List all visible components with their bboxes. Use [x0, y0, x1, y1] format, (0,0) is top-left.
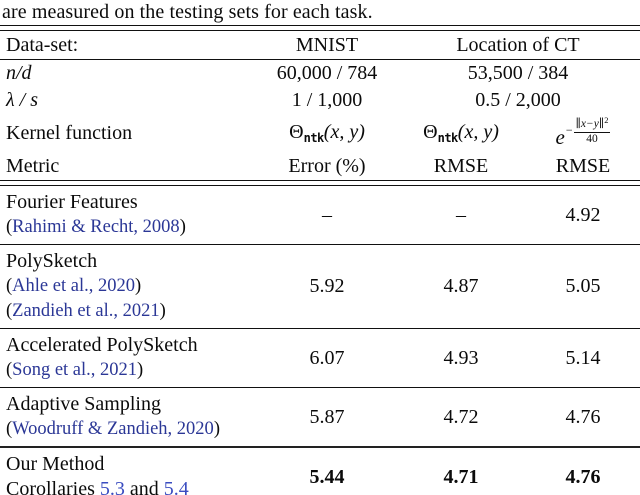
metric-error: Error (%) — [288, 154, 366, 177]
value-mnist-error: 5.44 — [309, 465, 345, 488]
value-mnist-error: 6.07 — [309, 346, 345, 369]
metric-rmse-2: RMSE — [555, 154, 611, 177]
kernel-function-label: Kernel function — [6, 121, 133, 144]
value-ct-gaussian-rmse: 4.76 — [565, 405, 601, 428]
value-mnist-error: – — [322, 203, 332, 226]
table-row-polysketch: PolySketch (Ahle et al., 2020) (Zandieh … — [0, 245, 640, 328]
value-ct-ntk-rmse: 4.93 — [443, 346, 479, 369]
paren: ( — [6, 276, 13, 296]
value-ct-ntk-rmse: 4.72 — [443, 405, 479, 428]
caption-text: are measured on the testing sets for eac… — [2, 1, 373, 23]
formula-args: (x, y) — [323, 121, 365, 143]
top-double-rule — [0, 25, 640, 31]
value-mnist-error: 5.87 — [309, 405, 345, 428]
nd-label: n/d — [6, 62, 32, 84]
ntk-subscript: ntk — [437, 131, 459, 145]
value-ct-gaussian-rmse: 5.05 — [565, 275, 601, 297]
corollaries-line: Corollaries 5.3 and 5.4 — [6, 477, 258, 495]
method-cell: Adaptive Sampling (Woodruff & Zandieh, 2… — [0, 392, 258, 442]
citation-link[interactable]: Woodruff & Zandieh, 2020 — [12, 419, 214, 439]
exp-base: e — [555, 125, 565, 149]
exp-exponent: − ∥x−y∥2 40 — [565, 116, 611, 145]
kernel-formula-gaussian: e − ∥x−y∥2 40 — [526, 116, 640, 150]
paren: ) — [159, 301, 166, 321]
citation-link[interactable]: Rahimi & Recht, 2008 — [12, 217, 180, 237]
nd-ct-value: 53,500 / 384 — [467, 62, 569, 84]
citation: (Woodruff & Zandieh, 2020) — [6, 417, 258, 442]
lambda-mnist-value: 1 / 1,000 — [291, 89, 363, 111]
kernel-function-row: Kernel function Θntk(x, y) Θntk(x, y) e −… — [0, 114, 640, 152]
table-row-fourier-features: Fourier Features (Rahimi & Recht, 2008) … — [0, 186, 640, 244]
metric-row: Metric Error (%) RMSE RMSE — [0, 152, 640, 180]
row-rule — [0, 387, 640, 388]
value-ct-ntk-rmse: 4.87 — [443, 275, 479, 297]
citation-link[interactable]: Song et al., 2021 — [12, 360, 138, 380]
squared-exponent: 2 — [604, 115, 609, 125]
citation: (Song et al., 2021) — [6, 358, 258, 383]
method-name: Accelerated PolySketch — [6, 334, 198, 356]
method-name: Adaptive Sampling — [6, 393, 161, 415]
theta-symbol: Θ — [289, 121, 304, 143]
method-cell: Fourier Features (Rahimi & Recht, 2008) — [0, 190, 258, 240]
corollary-link[interactable]: 5.4 — [163, 478, 189, 495]
header-rule — [0, 59, 640, 60]
paren: ) — [179, 217, 186, 237]
value-ct-gaussian-rmse: 5.14 — [565, 346, 601, 369]
paren: ( — [6, 360, 13, 380]
lambda-ct-value: 0.5 / 2,000 — [475, 89, 561, 111]
dataset-mnist: MNIST — [295, 33, 359, 56]
header-body-double-rule — [0, 180, 640, 186]
table-row-our-method: Our Method Corollaries 5.3 and 5.4 5.44 … — [0, 448, 640, 495]
fraction: ∥x−y∥2 40 — [573, 115, 611, 145]
dataset-location-of-ct: Location of CT — [456, 33, 580, 56]
method-name: Our Method — [6, 453, 105, 475]
value-ct-ntk-rmse: – — [456, 203, 466, 226]
fraction-denominator: 40 — [586, 132, 598, 145]
metric-label: Metric — [6, 154, 60, 177]
table-row-accelerated-polysketch: Accelerated PolySketch (Song et al., 202… — [0, 329, 640, 387]
method-cell: PolySketch (Ahle et al., 2020) (Zandieh … — [0, 249, 258, 324]
paren: ) — [134, 276, 142, 296]
method-name: Fourier Features — [6, 191, 138, 213]
paren: ( — [6, 419, 13, 439]
citation: (Ahle et al., 2020) — [6, 274, 258, 299]
formula-args: (x, y) — [457, 121, 499, 143]
method-cell: Our Method Corollaries 5.3 and 5.4 — [0, 452, 258, 495]
row-rule — [0, 328, 640, 329]
method-cell: Accelerated PolySketch (Song et al., 202… — [0, 333, 258, 383]
paren: ( — [6, 217, 13, 237]
dataset-header-row: Data-set: MNIST Location of CT — [0, 31, 640, 59]
method-name: PolySketch — [6, 250, 98, 272]
dataset-label: Data-set: — [6, 33, 79, 56]
nd-row: n/d 60,000 / 784 53,500 / 384 — [0, 60, 640, 87]
metric-rmse-1: RMSE — [433, 154, 489, 177]
value-ct-ntk-rmse: 4.71 — [443, 465, 479, 488]
paren: ( — [6, 301, 13, 321]
nd-mnist-value: 60,000 / 784 — [276, 62, 378, 84]
row-rule — [0, 244, 640, 245]
citation-link[interactable]: Ahle et al., 2020 — [12, 276, 135, 296]
lambda-s-label: λ / s — [6, 89, 39, 111]
paren: ) — [213, 419, 220, 439]
value-ct-gaussian-rmse: 4.92 — [565, 203, 601, 226]
paren: ) — [137, 360, 144, 380]
kernel-formula-ntk-1: Θntk(x, y) — [258, 121, 396, 145]
pre-ours-rule — [0, 446, 640, 448]
corollary-link[interactable]: 5.3 — [99, 478, 125, 495]
citation: (Zandieh et al., 2021) — [6, 299, 258, 324]
value-ct-gaussian-rmse: 4.76 — [565, 465, 601, 488]
theta-symbol: Θ — [423, 121, 438, 143]
citation-link[interactable]: Zandieh et al., 2021 — [12, 301, 160, 321]
fraction-numerator: ∥x−y∥2 — [573, 115, 611, 133]
table-row-adaptive-sampling: Adaptive Sampling (Woodruff & Zandieh, 2… — [0, 388, 640, 446]
kernel-formula-ntk-2: Θntk(x, y) — [396, 121, 526, 145]
value-mnist-error: 5.92 — [309, 275, 345, 297]
minus-sign: − — [565, 123, 573, 137]
citation: (Rahimi & Recht, 2008) — [6, 215, 258, 240]
ntk-subscript: ntk — [303, 131, 325, 145]
lambda-s-row: λ / s 1 / 1,000 0.5 / 2,000 — [0, 87, 640, 114]
